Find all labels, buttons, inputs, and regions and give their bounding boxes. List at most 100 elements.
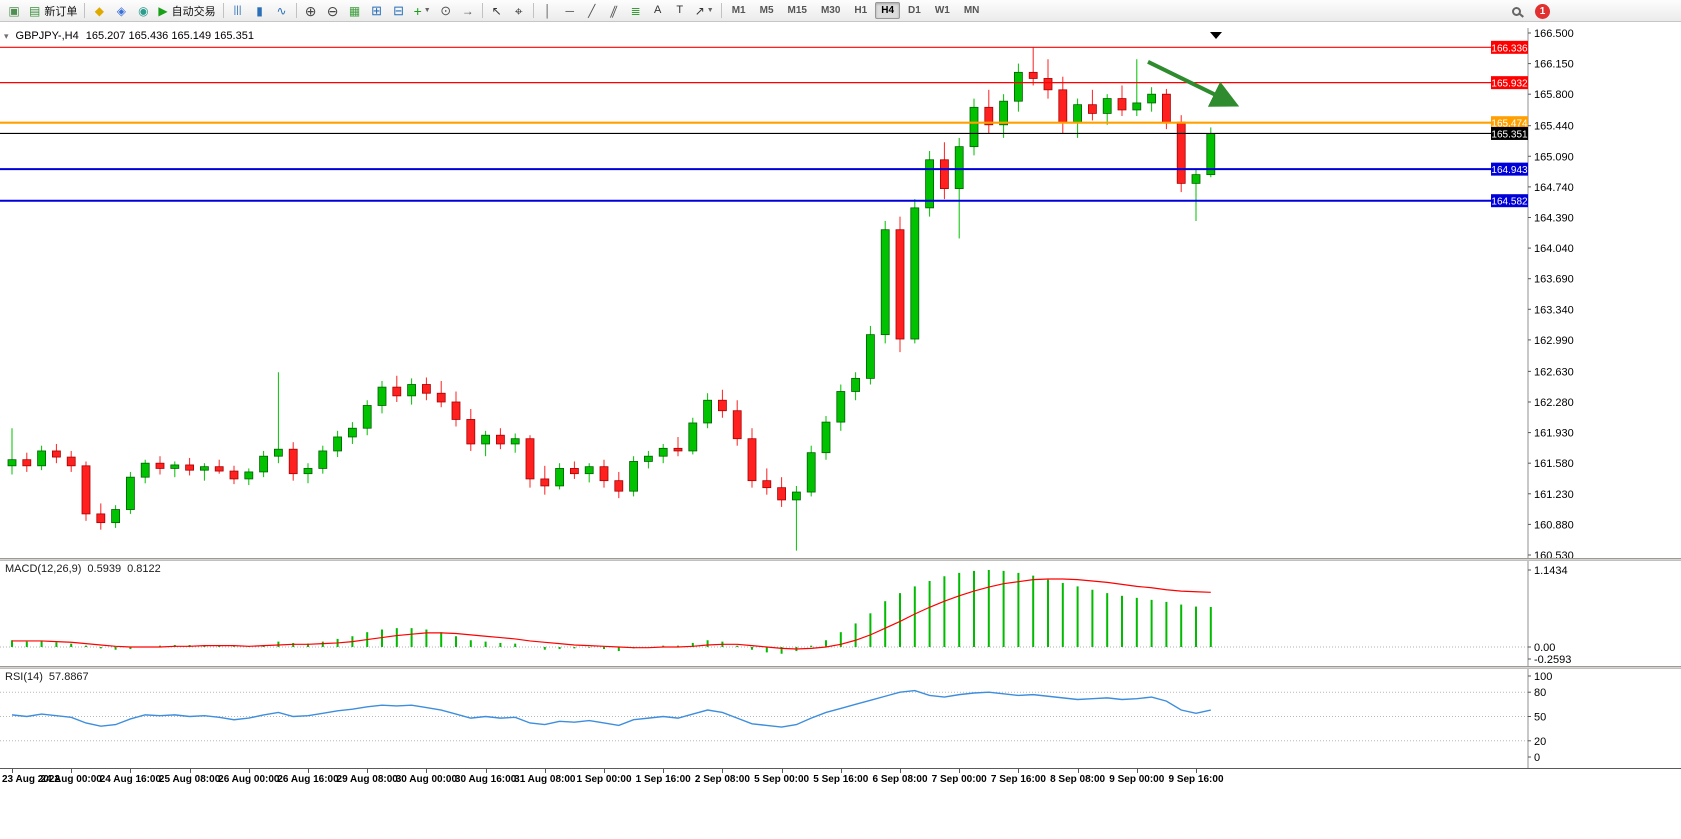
price-axis-tick: 162.630 — [1534, 366, 1574, 378]
text-tool[interactable]: A — [647, 2, 669, 20]
macd-label: MACD(12,26,9) 0.5939 0.8122 — [5, 563, 161, 575]
timeframe-m1[interactable]: M1 — [731, 5, 746, 16]
line-chart-icon[interactable]: ∿ — [271, 2, 293, 20]
macd-chart-svg: 1.1434 0.00-0.2593 — [0, 561, 1571, 666]
candle — [1058, 89, 1068, 123]
clock-icon[interactable]: ⊙ — [435, 2, 457, 20]
timeframe-mn[interactable]: MN — [963, 5, 980, 16]
candle — [925, 159, 934, 209]
fibonacci-tool[interactable]: ≣ — [625, 2, 647, 20]
crosshair-icon[interactable]: ⌖ — [508, 2, 530, 20]
candle — [777, 487, 786, 501]
timeframe-h4[interactable]: H4 — [875, 2, 901, 19]
trendline-tool[interactable]: ╱ — [581, 2, 603, 20]
dropdown-arrow-icon: ▼ — [706, 7, 714, 14]
chart-window-icon[interactable]: ▣ — [3, 2, 25, 20]
timeframe-m5[interactable]: M5 — [759, 5, 774, 16]
candle — [1073, 104, 1082, 123]
rsi-line — [11, 689, 1211, 728]
candle — [436, 392, 446, 403]
candle — [52, 450, 61, 458]
candle — [259, 455, 269, 473]
macd-panel[interactable]: MACD(12,26,9) 0.5939 0.8122 1.1434 0.00 -0… — [0, 561, 1681, 666]
toolbar-separator — [222, 3, 224, 18]
rsi-label: RSI(14) 57.8867 — [5, 671, 89, 683]
chart-shift-icon[interactable]: → — [457, 2, 479, 20]
timeframe-d1[interactable]: D1 — [908, 5, 921, 16]
time-axis-tick — [722, 769, 724, 773]
zoom-in-icon[interactable]: ⊕ — [300, 2, 322, 20]
data-window-icon[interactable]: ◉ — [132, 2, 154, 20]
market-watch-icon[interactable]: ◆ — [88, 2, 110, 20]
time-axis-tick — [781, 769, 783, 773]
dropdown-arrow-icon: ▼ — [423, 7, 431, 14]
candlestick-chart-icon: ▮ — [256, 3, 263, 18]
search-icon[interactable] — [1512, 6, 1521, 16]
grid-icon[interactable]: ▦ — [344, 2, 366, 20]
candle — [614, 480, 624, 492]
label-tool[interactable]: T — [669, 2, 691, 20]
scroll-position-marker[interactable] — [1210, 32, 1222, 39]
text-tool: A — [654, 4, 662, 16]
shapes-dropdown[interactable]: ↗ ▼ — [691, 2, 718, 20]
rsi-panel[interactable]: RSI(14) 57.8867 100 80 50 20 0 — [0, 669, 1681, 768]
time-axis-tick — [544, 769, 546, 773]
play-icon: ▶ — [158, 3, 168, 18]
candle — [1117, 98, 1127, 111]
candle — [185, 464, 195, 471]
bar-chart-icon[interactable]: ||| — [227, 2, 249, 20]
svg-text:165.932: 165.932 — [1491, 79, 1528, 90]
candle — [792, 491, 801, 501]
bar-chart-icon: ||| — [233, 4, 242, 16]
clock-icon: ⊙ — [440, 3, 452, 18]
candle — [318, 450, 328, 469]
candle — [762, 480, 772, 489]
main-chart-panel[interactable]: ▾ GBPJPY-,H4 165.207 165.436 165.149 165… — [0, 28, 1681, 558]
time-axis-label: 24 Aug 00:00 — [40, 774, 102, 785]
navigator-icon[interactable]: ◈ — [110, 2, 132, 20]
new-order-button-label: 新订单 — [44, 5, 78, 18]
macd-signal-value: 0.8122 — [127, 563, 161, 575]
candle — [7, 459, 17, 467]
price-axis-tick: 165.440 — [1534, 121, 1574, 133]
navigator-icon: ◈ — [116, 3, 126, 18]
timeframe-m30[interactable]: M30 — [820, 5, 841, 16]
timeframe-h1[interactable]: H1 — [854, 5, 868, 16]
candle — [1028, 71, 1038, 79]
candle — [954, 146, 964, 190]
add-indicator-button[interactable]: + ▼ — [410, 2, 435, 20]
zoom-out-icon[interactable]: ⊖ — [322, 2, 344, 20]
candle — [140, 462, 150, 478]
cursor-icon[interactable]: ↖ — [486, 2, 508, 20]
price-level-label: 164.582 — [1491, 194, 1528, 208]
candle — [1176, 121, 1186, 184]
candle — [525, 438, 535, 480]
timeframe-w1[interactable]: W1 — [934, 5, 950, 16]
panel-separator[interactable] — [0, 666, 1681, 669]
time-axis[interactable]: 23 Aug 2022 24 Aug 00:00 24 Aug 16:00 25 Au… — [0, 768, 1681, 786]
toolbar-separator — [295, 3, 297, 18]
chart-shift-icon: → — [461, 3, 474, 18]
panel-separator[interactable] — [0, 558, 1681, 561]
auto-trading-button[interactable]: ▶ 自动交易 — [154, 2, 219, 20]
candle — [673, 447, 683, 452]
horizontal-line-tool[interactable]: ─ — [559, 2, 581, 20]
one-click-trading-arrow[interactable]: ▾ — [4, 30, 9, 41]
timeframe-m15[interactable]: M15 — [787, 5, 807, 16]
candlestick-chart-icon[interactable]: ▮ — [249, 2, 271, 20]
notification-badge[interactable]: 1 — [1535, 3, 1550, 19]
vertical-line-tool[interactable]: │ — [537, 2, 559, 20]
rsi-axis-tick: 20 — [1534, 736, 1546, 748]
candle — [214, 466, 224, 472]
candle — [999, 100, 1008, 126]
macd-title: MACD(12,26,9) — [5, 563, 82, 575]
macd-axis-tick: 1.1434 — [1534, 565, 1568, 577]
rsi-axis-tick: 80 — [1534, 687, 1546, 699]
new-order-button[interactable]: ▤ 新订单 — [25, 2, 81, 20]
cascade-windows-icon[interactable]: ⊟ — [388, 2, 410, 20]
tile-windows-icon[interactable]: ⊞ — [366, 2, 388, 20]
svg-text:165.474: 165.474 — [1491, 119, 1528, 130]
channel-tool[interactable]: ∥ — [603, 2, 625, 20]
cursor-icon: ↖ — [491, 3, 502, 18]
trend-arrow-annotation[interactable] — [1147, 60, 1240, 107]
